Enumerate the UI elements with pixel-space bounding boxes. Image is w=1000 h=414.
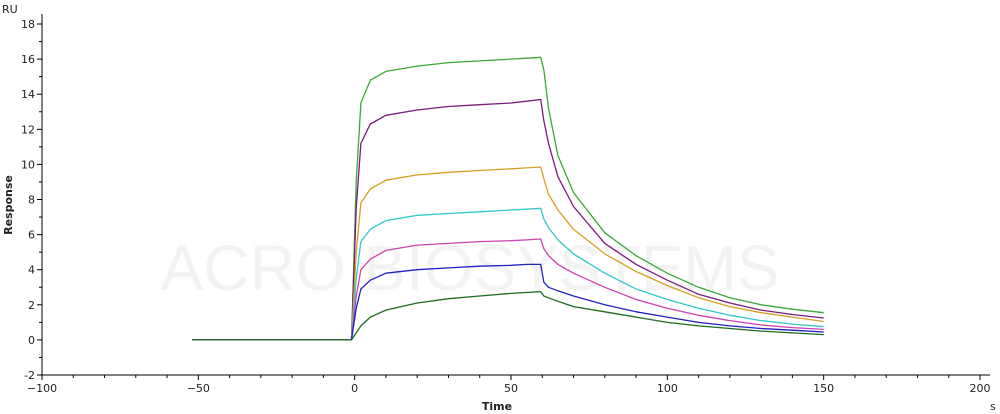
y-tick-label: 0: [28, 334, 35, 347]
y-axis-title: Response: [2, 175, 15, 235]
y-tick-label: 12: [21, 123, 35, 136]
series-line-7: [192, 290, 824, 341]
y-tick-label: 18: [21, 18, 35, 31]
y-tick-label: 2: [28, 299, 35, 312]
x-tick-label: −100: [27, 382, 57, 395]
y-tick-label: 6: [28, 229, 35, 242]
series-layer: [192, 56, 824, 341]
x-tick-label: 150: [813, 382, 834, 395]
x-axis-title: Time: [482, 400, 512, 413]
series-line-6: [192, 263, 824, 341]
y-tick-label: 10: [21, 158, 35, 171]
series-line-3: [192, 166, 824, 341]
y-tick-label: 14: [21, 88, 35, 101]
x-unit-label: s: [990, 400, 996, 413]
y-tick-label: 8: [28, 194, 35, 207]
x-tick-label: 0: [351, 382, 358, 395]
x-tick-label: −50: [187, 382, 210, 395]
series-line-5: [192, 238, 824, 341]
y-tick-label: 16: [21, 53, 35, 66]
y-tick-label: 4: [28, 264, 35, 277]
series-line-1: [192, 56, 824, 341]
x-tick-label: 50: [504, 382, 518, 395]
series-line-4: [192, 207, 824, 341]
x-tick-label: 100: [657, 382, 678, 395]
y-unit-label: RU: [2, 3, 18, 16]
x-tick-label: 200: [970, 382, 991, 395]
y-tick-label: -2: [24, 369, 35, 382]
axes: -2 0 2 4 6 8 10 12 14 16 18 −100 −50 0 50 100 150 200: [21, 14, 991, 395]
series-line-2: [192, 98, 824, 341]
watermark: ACRO BIOSYSTEMS: [161, 232, 780, 304]
